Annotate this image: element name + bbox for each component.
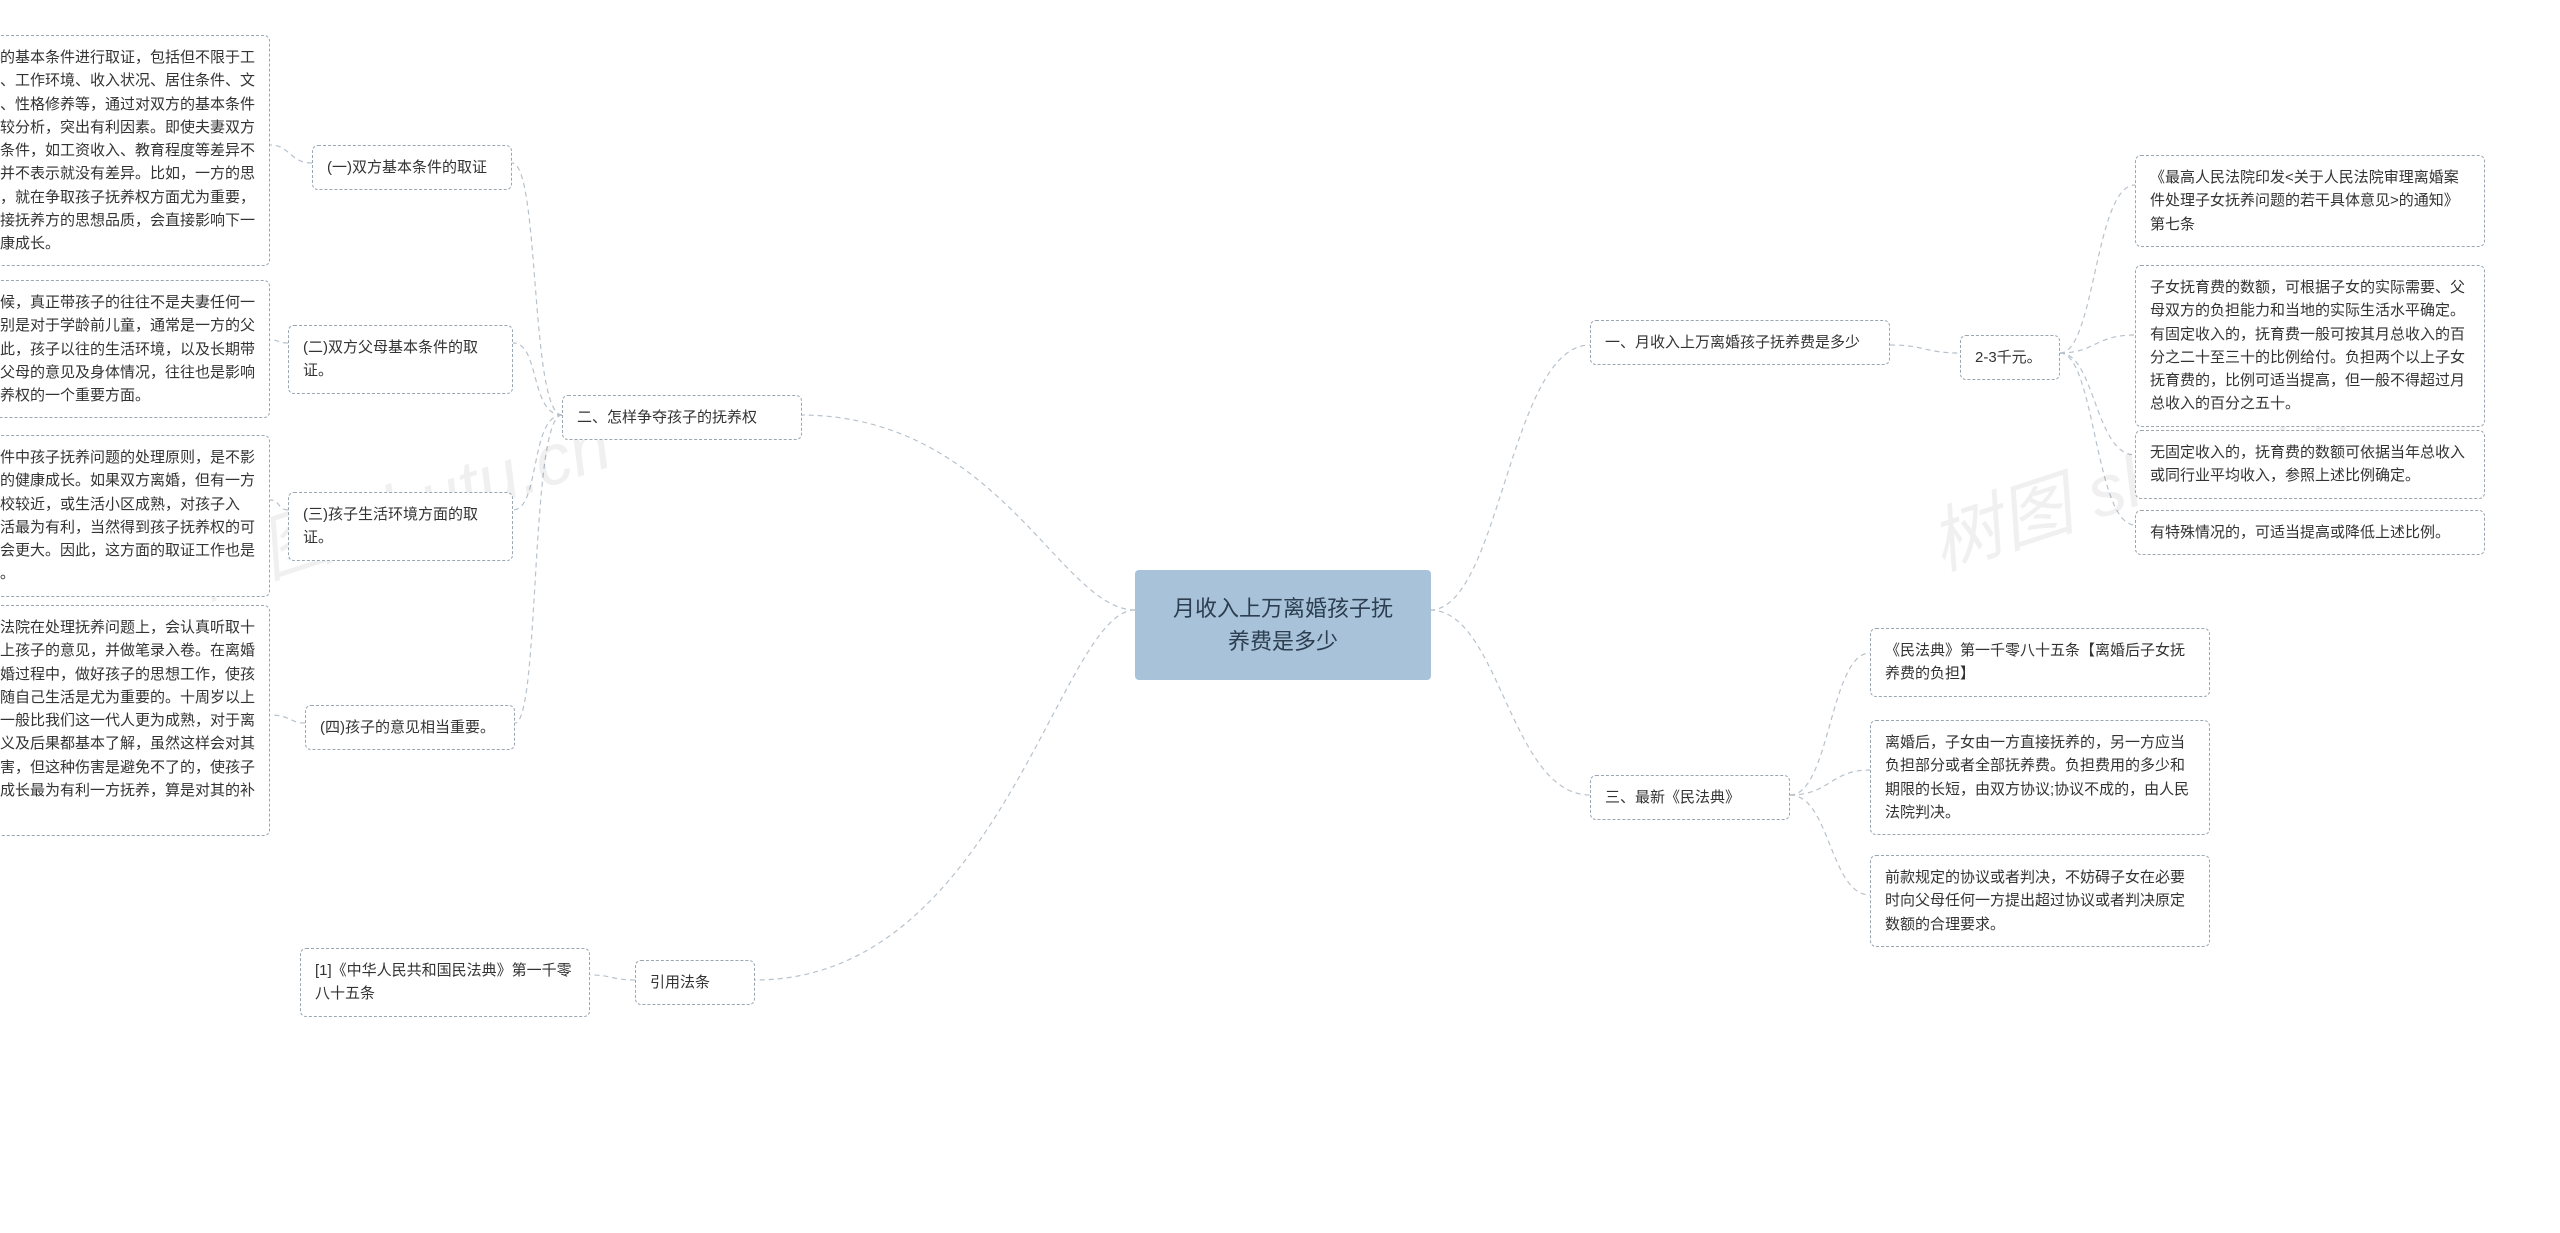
branch-node[interactable]: (一)双方基本条件的取证 — [312, 145, 512, 190]
leaf-node[interactable]: 很多时候，真正带孩子的往往不是夫妻任何一方，特别是对于学龄前儿童，通常是一方的父… — [0, 280, 270, 418]
root-node[interactable]: 月收入上万离婚孩子抚养费是多少 — [1135, 570, 1431, 680]
leaf-node[interactable]: 一般，法院在处理抚养问题上，会认真听取十周岁以上孩子的意见，并做笔录入卷。在离婚… — [0, 605, 270, 836]
branch-node[interactable]: 引用法条 — [635, 960, 755, 1005]
leaf-node[interactable]: 离婚案件中孩子抚养问题的处理原则，是不影响孩子的健康成长。如果双方离婚，但有一方… — [0, 435, 270, 597]
branch-node[interactable]: (三)孩子生活环境方面的取证。 — [288, 492, 513, 561]
branch-node[interactable]: 一、月收入上万离婚孩子抚养费是多少 — [1590, 320, 1890, 365]
leaf-node[interactable]: [1]《中华人民共和国民法典》第一千零八十五条 — [300, 948, 590, 1017]
leaf-node[interactable]: 《民法典》第一千零八十五条【离婚后子女抚养费的负担】 — [1870, 628, 2210, 697]
branch-node[interactable]: 2-3千元。 — [1960, 335, 2060, 380]
root-label: 月收入上万离婚孩子抚养费是多少 — [1173, 596, 1393, 654]
leaf-node[interactable]: 对双方的基本条件进行取证，包括但不限于工作性质、工作环境、收入状况、居住条件、文… — [0, 35, 270, 266]
branch-node[interactable]: (二)双方父母基本条件的取证。 — [288, 325, 513, 394]
leaf-node[interactable]: 《最高人民法院印发<关于人民法院审理离婚案件处理子女抚养问题的若干具体意见>的通… — [2135, 155, 2485, 247]
branch-node[interactable]: (四)孩子的意见相当重要。 — [305, 705, 515, 750]
leaf-node[interactable]: 离婚后，子女由一方直接抚养的，另一方应当负担部分或者全部抚养费。负担费用的多少和… — [1870, 720, 2210, 835]
leaf-node[interactable]: 无固定收入的，抚育费的数额可依据当年总收入或同行业平均收入，参照上述比例确定。 — [2135, 430, 2485, 499]
leaf-node[interactable]: 前款规定的协议或者判决，不妨碍子女在必要时向父母任何一方提出超过协议或者判决原定… — [1870, 855, 2210, 947]
branch-node[interactable]: 三、最新《民法典》 — [1590, 775, 1790, 820]
leaf-node[interactable]: 子女抚育费的数额，可根据子女的实际需要、父母双方的负担能力和当地的实际生活水平确… — [2135, 265, 2485, 427]
leaf-node[interactable]: 有特殊情况的，可适当提高或降低上述比例。 — [2135, 510, 2485, 555]
branch-node[interactable]: 二、怎样争夺孩子的抚养权 — [562, 395, 802, 440]
